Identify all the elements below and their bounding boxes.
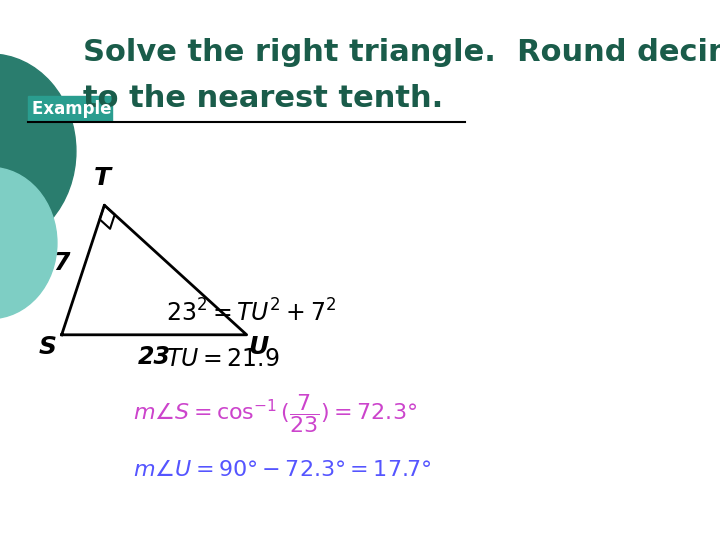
Text: to the nearest tenth.: to the nearest tenth. xyxy=(83,84,444,113)
Circle shape xyxy=(0,167,57,319)
Text: S: S xyxy=(38,335,56,359)
Text: 7: 7 xyxy=(53,251,70,275)
Text: $m\angle S = \cos^{-1}(\dfrac{7}{23}) = 72.3°$: $m\angle S = \cos^{-1}(\dfrac{7}{23}) = … xyxy=(132,392,417,435)
Text: $TU = 21.9$: $TU = 21.9$ xyxy=(166,347,279,371)
Circle shape xyxy=(0,54,76,248)
FancyBboxPatch shape xyxy=(27,96,112,121)
Text: 23: 23 xyxy=(138,346,171,369)
Text: $23^2 = TU^2 + 7^2$: $23^2 = TU^2 + 7^2$ xyxy=(166,300,336,327)
Text: U: U xyxy=(248,335,269,359)
Text: $m\angle U = 90° - 72.3° = 17.7°$: $m\angle U = 90° - 72.3° = 17.7°$ xyxy=(132,460,431,480)
Text: T: T xyxy=(94,166,110,190)
Text: Example 9: Example 9 xyxy=(32,99,129,118)
Text: Solve the right triangle.  Round decimals: Solve the right triangle. Round decimals xyxy=(83,38,720,67)
